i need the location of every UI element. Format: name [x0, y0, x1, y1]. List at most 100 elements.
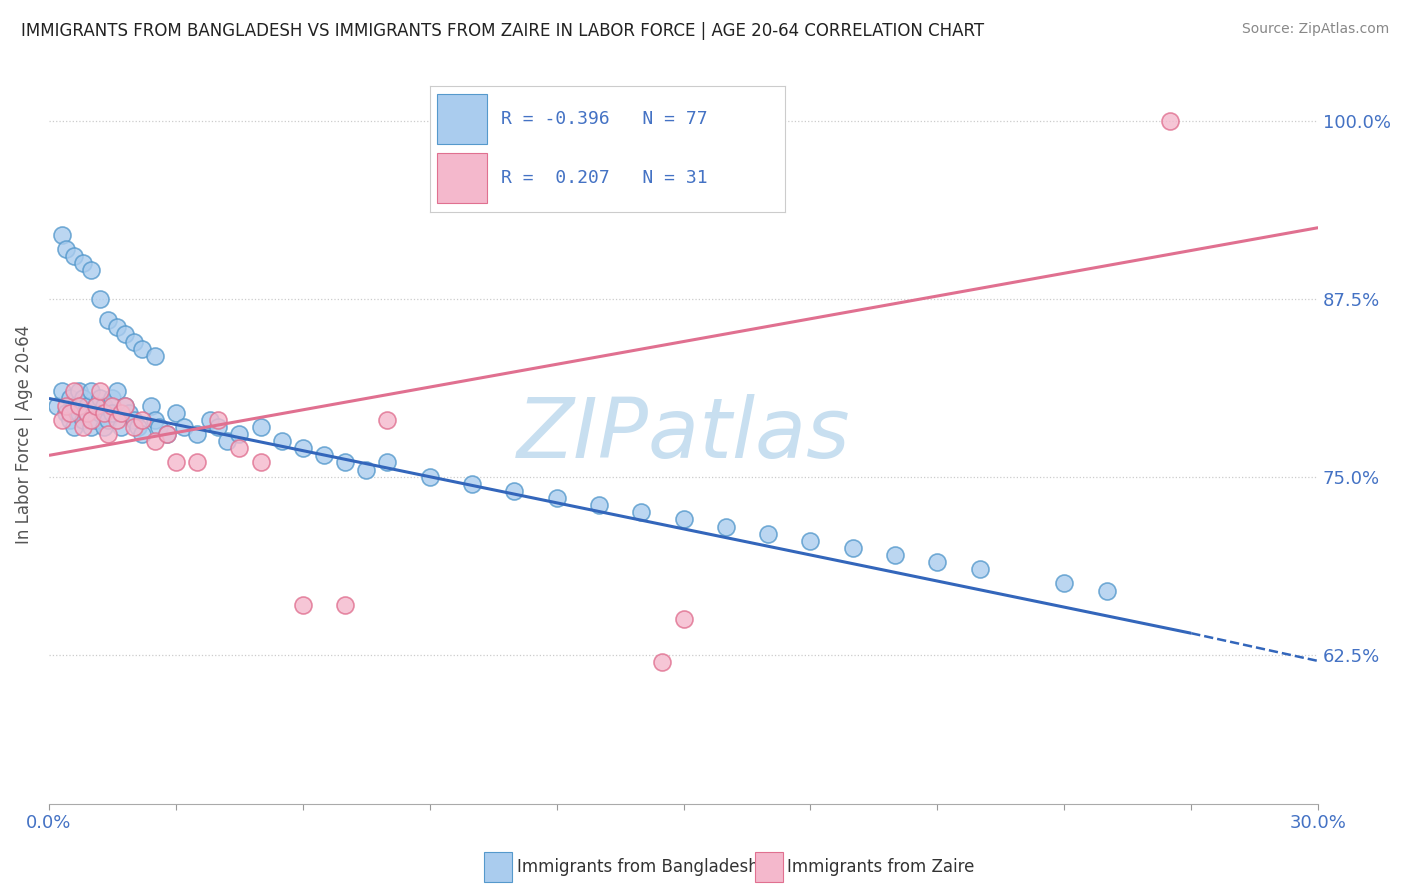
- Point: [1095, 583, 1118, 598]
- Point: [714, 519, 737, 533]
- Point: [84, 399, 107, 413]
- Point: [93, 420, 115, 434]
- Point: [651, 655, 673, 669]
- Point: [630, 505, 652, 519]
- Point: [270, 434, 292, 449]
- Point: [139, 399, 162, 413]
- Point: [118, 406, 141, 420]
- Point: [55, 399, 77, 413]
- Point: [249, 420, 271, 434]
- Point: [51, 413, 73, 427]
- Point: [198, 413, 221, 427]
- Point: [927, 555, 949, 569]
- Point: [80, 413, 103, 427]
- Point: [672, 512, 695, 526]
- Point: [377, 413, 399, 427]
- Point: [884, 548, 907, 562]
- Point: [207, 420, 229, 434]
- Point: [72, 413, 94, 427]
- Point: [105, 320, 128, 334]
- Point: [84, 413, 107, 427]
- Point: [63, 249, 86, 263]
- Point: [105, 413, 128, 427]
- Point: [799, 533, 821, 548]
- Point: [114, 327, 136, 342]
- Point: [756, 526, 779, 541]
- Point: [461, 476, 484, 491]
- Point: [228, 427, 250, 442]
- Point: [93, 399, 115, 413]
- Point: [186, 427, 208, 442]
- Point: [1159, 114, 1181, 128]
- Point: [312, 448, 335, 462]
- Point: [131, 427, 153, 442]
- Point: [101, 406, 124, 420]
- Text: Source: ZipAtlas.com: Source: ZipAtlas.com: [1241, 22, 1389, 37]
- Point: [72, 392, 94, 406]
- Point: [291, 442, 314, 456]
- Point: [93, 406, 115, 420]
- Text: Immigrants from Bangladesh: Immigrants from Bangladesh: [517, 858, 759, 876]
- Point: [165, 406, 187, 420]
- Point: [110, 406, 132, 420]
- Point: [503, 483, 526, 498]
- Point: [122, 420, 145, 434]
- Point: [186, 455, 208, 469]
- Point: [46, 399, 69, 413]
- Point: [122, 413, 145, 427]
- Point: [101, 399, 124, 413]
- Point: [143, 434, 166, 449]
- Text: ZIPatlas: ZIPatlas: [517, 393, 851, 475]
- Point: [80, 384, 103, 399]
- Point: [97, 427, 120, 442]
- Y-axis label: In Labor Force | Age 20-64: In Labor Force | Age 20-64: [15, 325, 32, 543]
- Point: [76, 399, 98, 413]
- Point: [588, 498, 610, 512]
- Point: [55, 242, 77, 256]
- Point: [51, 384, 73, 399]
- Point: [67, 384, 90, 399]
- Point: [148, 420, 170, 434]
- Point: [101, 392, 124, 406]
- Point: [63, 384, 86, 399]
- Point: [63, 399, 86, 413]
- Point: [672, 612, 695, 626]
- Point: [80, 420, 103, 434]
- Point: [173, 420, 195, 434]
- Point: [72, 420, 94, 434]
- Point: [131, 342, 153, 356]
- Point: [122, 334, 145, 349]
- Point: [1053, 576, 1076, 591]
- Point: [291, 598, 314, 612]
- Point: [419, 469, 441, 483]
- Point: [67, 399, 90, 413]
- Point: [89, 406, 111, 420]
- Point: [114, 399, 136, 413]
- Point: [84, 399, 107, 413]
- Point: [969, 562, 991, 576]
- Point: [89, 384, 111, 399]
- Point: [55, 406, 77, 420]
- Point: [80, 263, 103, 277]
- Point: [59, 413, 82, 427]
- Point: [143, 413, 166, 427]
- Point: [131, 413, 153, 427]
- Point: [165, 455, 187, 469]
- Point: [143, 349, 166, 363]
- Point: [76, 406, 98, 420]
- Point: [59, 406, 82, 420]
- Point: [67, 406, 90, 420]
- Point: [377, 455, 399, 469]
- Point: [72, 256, 94, 270]
- Point: [333, 598, 356, 612]
- Point: [105, 384, 128, 399]
- Point: [127, 420, 149, 434]
- Point: [156, 427, 179, 442]
- Point: [156, 427, 179, 442]
- Point: [842, 541, 865, 555]
- Point: [207, 413, 229, 427]
- Point: [76, 406, 98, 420]
- Text: IMMIGRANTS FROM BANGLADESH VS IMMIGRANTS FROM ZAIRE IN LABOR FORCE | AGE 20-64 C: IMMIGRANTS FROM BANGLADESH VS IMMIGRANTS…: [21, 22, 984, 40]
- Point: [89, 392, 111, 406]
- Point: [97, 313, 120, 327]
